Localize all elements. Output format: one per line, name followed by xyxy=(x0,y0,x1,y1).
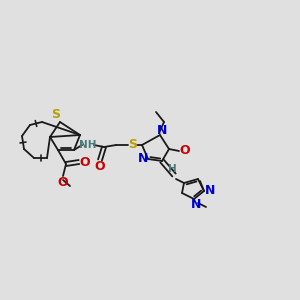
Text: N: N xyxy=(138,152,148,164)
Text: N: N xyxy=(157,124,167,136)
Text: S: S xyxy=(52,109,61,122)
Text: H: H xyxy=(168,164,176,174)
Text: O: O xyxy=(95,160,105,173)
Text: N: N xyxy=(191,199,201,212)
Text: O: O xyxy=(58,176,68,190)
Text: S: S xyxy=(128,137,137,151)
Text: O: O xyxy=(80,155,90,169)
Text: NH: NH xyxy=(79,140,97,150)
Text: N: N xyxy=(205,184,215,196)
Text: O: O xyxy=(180,145,190,158)
